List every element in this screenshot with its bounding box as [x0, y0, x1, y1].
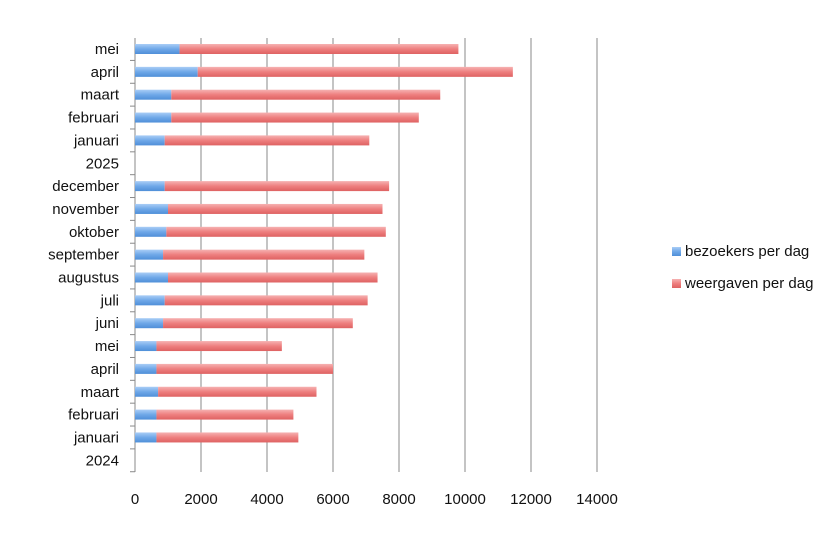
category-label: 2024 [86, 452, 119, 469]
category-label: 2025 [86, 155, 119, 172]
bar-segment-bezoekers [135, 44, 180, 54]
x-tick-label: 6000 [316, 491, 349, 508]
bar-segment-bezoekers [135, 341, 157, 352]
bar-segment-bezoekers [135, 432, 157, 443]
x-tick-label: 0 [131, 491, 139, 508]
category-labels: mei april maart februari januari 2025 december… [48, 41, 120, 469]
category-label: februari [68, 110, 119, 127]
bar-segment-bezoekers [135, 363, 157, 374]
bar-segment-weergaven [197, 66, 513, 77]
bar-segment-weergaven [158, 386, 317, 397]
bar-segment-weergaven [164, 135, 370, 146]
legend-label: bezoekers per dag [685, 243, 809, 260]
bars [135, 44, 513, 443]
category-label: januari [73, 429, 119, 446]
bar-segment-weergaven [156, 409, 294, 420]
bar-segment-weergaven [163, 249, 365, 260]
bar-segment-bezoekers [135, 409, 157, 420]
legend-swatch [672, 247, 681, 256]
category-label: juli [100, 292, 119, 309]
bar-segment-weergaven [171, 112, 419, 123]
bar-segment-weergaven [156, 432, 299, 443]
bar-segment-bezoekers [135, 203, 168, 214]
category-label: augustus [58, 270, 119, 287]
bar-segment-bezoekers [135, 318, 164, 329]
bar-segment-weergaven [156, 363, 333, 374]
x-tick-label: 2000 [184, 491, 217, 508]
category-label: oktober [69, 224, 119, 241]
axes [130, 38, 136, 473]
bar-segment-weergaven [164, 295, 368, 306]
category-label: september [48, 247, 119, 264]
x-tick-label: 10000 [444, 491, 486, 508]
bar-segment-bezoekers [135, 89, 172, 100]
category-label: mei [95, 338, 119, 355]
x-tick-labels: 0 2000 4000 6000 8000 10000 12000 14000 [131, 491, 618, 508]
legend-swatch [672, 279, 681, 288]
x-tick-label: 14000 [576, 491, 618, 508]
x-tick-label: 12000 [510, 491, 552, 508]
category-label: april [91, 64, 119, 81]
category-label: maart [81, 384, 120, 401]
bar-segment-weergaven [171, 89, 441, 100]
bar-segment-bezoekers [135, 295, 165, 306]
bar-segment-bezoekers [135, 386, 159, 397]
bar-segment-bezoekers [135, 272, 168, 283]
bar-segment-weergaven [168, 272, 378, 283]
category-label: november [52, 201, 119, 218]
category-label: december [52, 178, 119, 195]
bar-segment-bezoekers [135, 226, 167, 237]
category-label: juni [95, 315, 119, 332]
x-tick-label: 8000 [382, 491, 415, 508]
bar-segment-weergaven [168, 203, 383, 214]
category-label: maart [81, 87, 120, 104]
category-label: februari [68, 407, 119, 424]
bar-segment-bezoekers [135, 112, 172, 123]
legend: bezoekers per dag weergaven per dag [672, 243, 813, 292]
bar-segment-weergaven [163, 318, 353, 329]
bar-segment-weergaven [179, 44, 459, 54]
bar-segment-bezoekers [135, 135, 165, 146]
legend-label: weergaven per dag [684, 275, 813, 292]
category-label: mei [95, 41, 119, 58]
x-tick-label: 4000 [250, 491, 283, 508]
bar-segment-weergaven [164, 181, 390, 192]
category-label: april [91, 361, 119, 378]
bar-segment-bezoekers [135, 66, 198, 77]
bar-segment-weergaven [166, 226, 386, 237]
category-label: januari [73, 132, 119, 149]
bar-segment-weergaven [156, 341, 282, 352]
bar-segment-bezoekers [135, 249, 164, 260]
bar-segment-bezoekers [135, 181, 165, 192]
